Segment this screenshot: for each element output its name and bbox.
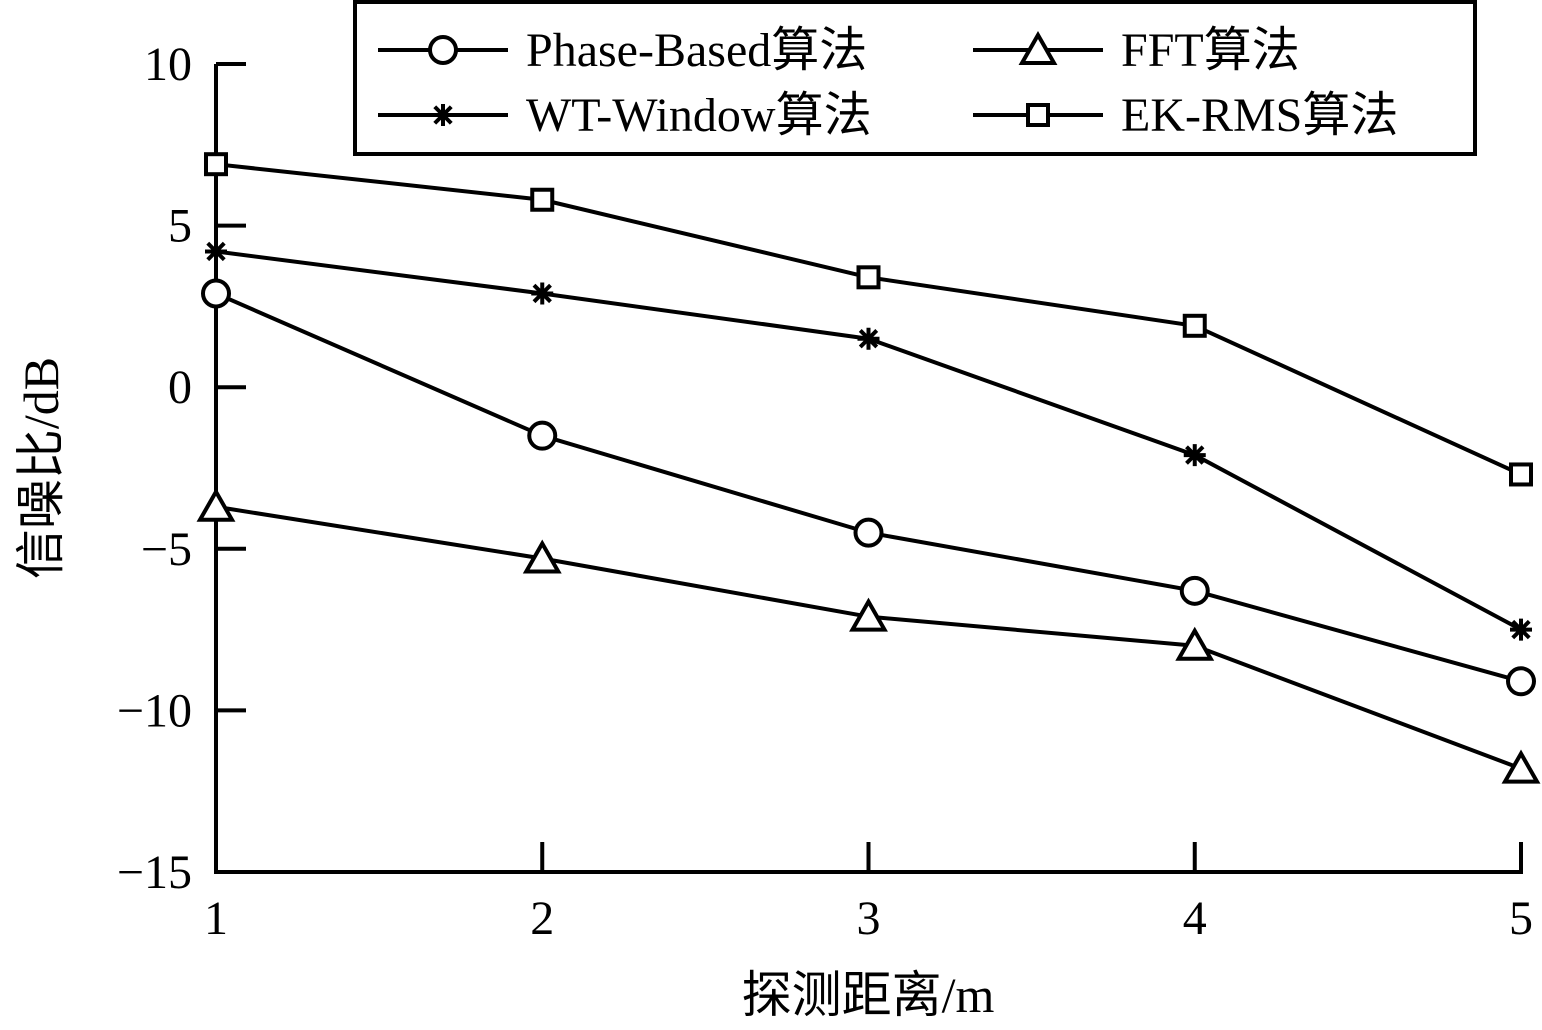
legend-label: Phase-Based算法 xyxy=(526,24,867,77)
legend-item: WT-Window算法 xyxy=(378,89,872,142)
data-point-circle xyxy=(201,278,231,309)
data-point-triangle xyxy=(196,487,236,522)
series-square xyxy=(204,152,1533,487)
series-circle xyxy=(201,278,1536,697)
x-tick-label: 3 xyxy=(857,892,881,945)
data-point-triangle xyxy=(522,539,562,574)
data-point-asterisk xyxy=(1510,618,1532,641)
series-line xyxy=(215,249,1522,632)
data-point-square xyxy=(1182,313,1207,338)
x-tick-label: 1 xyxy=(204,892,228,945)
y-tick-label: −5 xyxy=(141,523,192,576)
legend-box xyxy=(353,0,1477,156)
data-point-asterisk xyxy=(1183,444,1206,467)
y-tick-label: 10 xyxy=(144,38,192,91)
data-point-square xyxy=(856,265,881,290)
y-tick-label: 5 xyxy=(168,200,192,253)
legend-label: FFT算法 xyxy=(1121,24,1300,77)
data-point-triangle xyxy=(1018,30,1058,65)
legend: Phase-Based算法 FFT算法 WT-Window算法 EK-RMS算法 xyxy=(353,0,1477,156)
data-point-triangle xyxy=(1501,749,1541,784)
series-asterisk xyxy=(205,240,1532,641)
y-axis-label: 信噪比/dB xyxy=(13,357,69,579)
data-point-square xyxy=(1026,103,1050,127)
data-point-square xyxy=(204,152,228,177)
x-tick-label: 5 xyxy=(1509,892,1533,945)
data-point-circle xyxy=(1506,666,1536,697)
data-point-circle xyxy=(527,420,558,451)
y-tick-label: −10 xyxy=(117,684,192,737)
data-point-circle xyxy=(1179,575,1210,606)
legend-item: EK-RMS算法 xyxy=(973,89,1398,142)
y-tick-label: −15 xyxy=(117,846,192,899)
x-axis-label: 探测距离/m xyxy=(742,967,995,1023)
legend-label: WT-Window算法 xyxy=(526,89,872,142)
axes: −15 −10 −5 0 5 10 1 2 3 4 5 xyxy=(117,38,1533,945)
series-layer xyxy=(196,152,1541,784)
data-point-asterisk xyxy=(432,104,454,126)
series-triangle xyxy=(196,487,1541,784)
legend-item: FFT算法 xyxy=(973,24,1300,77)
data-point-square xyxy=(530,187,555,212)
x-tick-label: 4 xyxy=(1183,892,1207,945)
legend-item: Phase-Based算法 xyxy=(378,24,867,77)
data-point-asterisk xyxy=(531,282,554,305)
legend-label: EK-RMS算法 xyxy=(1121,89,1398,142)
data-point-triangle xyxy=(849,597,888,632)
data-point-asterisk xyxy=(857,327,880,350)
y-tick-label: 0 xyxy=(168,361,192,414)
series-line xyxy=(215,162,1522,477)
data-point-triangle xyxy=(1175,626,1215,661)
data-point-square xyxy=(1509,462,1533,487)
data-point-asterisk xyxy=(205,240,227,263)
data-point-circle xyxy=(853,517,884,548)
x-tick-label: 2 xyxy=(530,892,554,945)
data-point-circle xyxy=(428,35,458,65)
